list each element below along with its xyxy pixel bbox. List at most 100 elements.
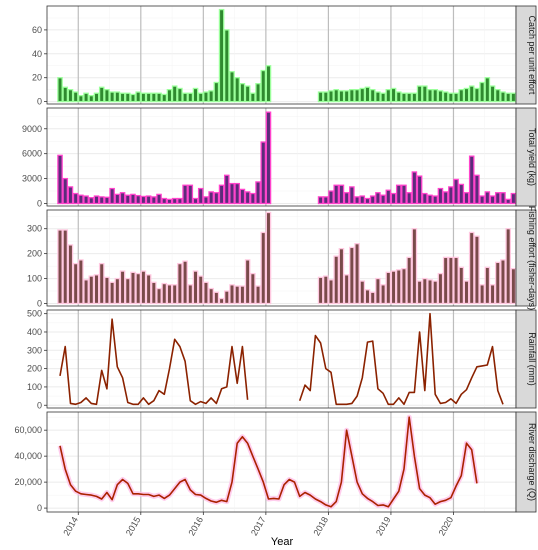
bar [135, 194, 141, 205]
bar [151, 196, 157, 205]
bar [317, 91, 324, 103]
bar [390, 192, 397, 205]
bar [422, 277, 428, 305]
bar [468, 85, 475, 103]
bar [458, 183, 465, 205]
bar [442, 191, 449, 205]
series-line [59, 318, 249, 406]
bar [411, 171, 418, 205]
bar [453, 178, 459, 205]
bar [494, 192, 501, 205]
bar [510, 267, 517, 305]
bar [166, 284, 173, 305]
x-tick-label: 2016 [186, 515, 205, 537]
panel-1: 0 3000 6000 9000 Total yield (kg) [22, 107, 537, 209]
bar [187, 92, 194, 103]
bar [239, 188, 246, 205]
bar [401, 92, 407, 103]
bar [359, 87, 366, 103]
bar [239, 83, 246, 103]
bar [88, 275, 95, 305]
bar [369, 195, 376, 205]
bar [323, 91, 329, 103]
bar [479, 284, 485, 305]
series-line [59, 416, 478, 508]
bar [135, 272, 141, 305]
bar [494, 261, 501, 305]
bar [401, 184, 407, 205]
y-tick-label: 400 [27, 327, 42, 337]
facet-strip-label: Fishing effort (fisher-days) [527, 206, 537, 310]
bar [416, 175, 423, 205]
bar [489, 85, 496, 103]
bar [328, 279, 334, 305]
bar [88, 94, 95, 103]
bar [333, 89, 340, 103]
bar [197, 275, 204, 305]
bar [88, 197, 95, 205]
y-tick-label: 300 [27, 345, 42, 355]
bar [62, 229, 69, 305]
bar [145, 195, 152, 205]
bar [244, 259, 251, 305]
bar [437, 187, 444, 205]
bar [354, 89, 360, 103]
panel-background [47, 6, 516, 104]
bar [213, 81, 220, 103]
bar [239, 285, 246, 305]
bar [338, 184, 345, 205]
bar [406, 256, 412, 305]
y-tick-label: 0 [37, 199, 42, 209]
y-tick-label: 40 [32, 49, 42, 59]
bar [156, 193, 162, 205]
bar [203, 91, 209, 103]
panel-3: 0 100 200 300 400 500 Rainfall (mm) [27, 309, 537, 411]
bar [83, 195, 89, 205]
bar [98, 196, 105, 205]
bar [323, 196, 329, 205]
x-tick-label: 2015 [124, 515, 143, 537]
bar [177, 197, 183, 205]
bar [484, 266, 491, 305]
bar [437, 90, 444, 103]
bar [448, 92, 454, 103]
bar [359, 195, 366, 205]
bar [109, 91, 115, 103]
bar [192, 197, 199, 205]
panel-2: 0 100 200 300 Fishing effort (fisher-days) [27, 206, 537, 310]
bar [411, 228, 418, 305]
x-tick-label: 2014 [61, 515, 80, 537]
bar [448, 186, 454, 205]
bar [93, 195, 100, 205]
bar [182, 260, 188, 305]
y-tick-label: 6000 [22, 149, 42, 159]
bar [229, 71, 235, 103]
bar [166, 198, 173, 205]
bar [333, 255, 340, 305]
bar [463, 87, 470, 103]
bar [234, 77, 240, 103]
bar [427, 194, 433, 205]
bar [385, 89, 392, 103]
bar [67, 244, 74, 305]
bar [349, 246, 355, 305]
bar [177, 87, 183, 103]
bar [349, 89, 355, 103]
bar [145, 274, 152, 305]
bar [369, 89, 376, 103]
bar [401, 267, 407, 305]
y-tick-label: 3000 [22, 174, 42, 184]
bar [458, 89, 465, 103]
bar [375, 277, 381, 305]
bar [505, 228, 511, 305]
bar [67, 186, 74, 205]
y-tick-label: 20,000 [14, 477, 42, 487]
y-tick-label: 500 [27, 309, 42, 319]
bar [260, 141, 267, 205]
bar [489, 195, 496, 205]
bar [427, 279, 433, 305]
bar [260, 231, 267, 305]
bar [234, 182, 240, 205]
bar [474, 87, 480, 103]
